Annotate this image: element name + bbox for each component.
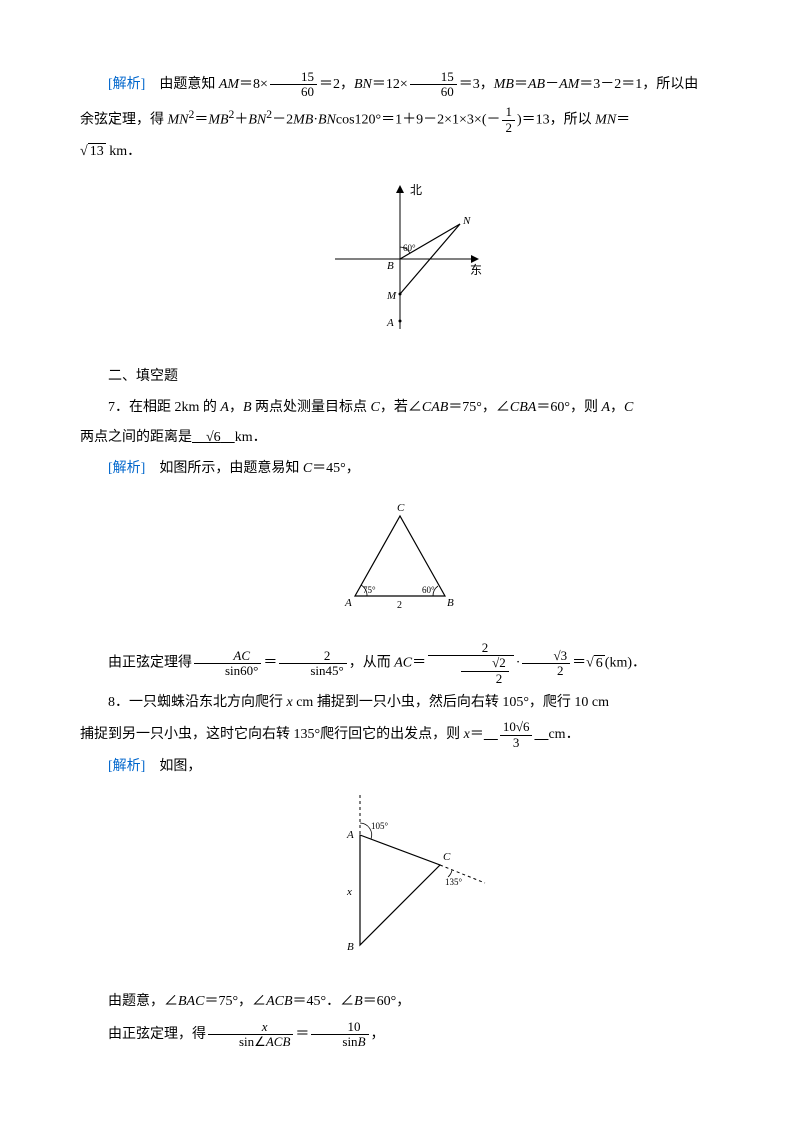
point-c: C bbox=[397, 502, 405, 514]
fraction: 1560 bbox=[268, 70, 319, 100]
fraction: √32 bbox=[520, 649, 572, 679]
sqrt-symbol: √ bbox=[80, 144, 88, 159]
q8-sine-law: 由正弦定理，得xsin∠ACB＝10sinB， bbox=[80, 1020, 720, 1050]
point-n: N bbox=[462, 215, 471, 227]
side-x: x bbox=[346, 886, 352, 898]
fraction: 1560 bbox=[408, 70, 459, 100]
solution-para-3: √13 km． bbox=[80, 139, 720, 166]
fraction: 2sin45° bbox=[277, 649, 348, 679]
north-label: 北 bbox=[410, 183, 422, 197]
sqrt-symbol: √ bbox=[586, 656, 594, 671]
point-a: A bbox=[386, 317, 394, 329]
question-7: 7．在相距 2km 的 A，B 两点处测量目标点 C，若∠CAB＝75°，∠CB… bbox=[80, 395, 720, 422]
fraction: 12 bbox=[500, 105, 517, 135]
angle-105: 105° bbox=[371, 821, 389, 831]
point-c: C bbox=[443, 851, 451, 863]
figure-triangle-abc: A B C 2 75° 60° bbox=[80, 496, 720, 627]
figure-compass: 北 东 B N M A 60° bbox=[80, 179, 720, 350]
fraction: ACsin60° bbox=[192, 649, 263, 679]
q7-analysis: [解析] 如图所示，由题意易知 C＝45°， bbox=[80, 456, 720, 483]
q8-angles: 由题意，∠BAC＝75°，∠ACB＝45°．∠B＝60°， bbox=[80, 989, 720, 1016]
point-b: B bbox=[447, 597, 454, 609]
angle-60: 60° bbox=[403, 243, 416, 253]
point-b: B bbox=[387, 260, 394, 272]
solution-para-1: [解析] 由题意知 AM＝8×1560＝2，BN＝12×1560＝3，MB＝AB… bbox=[80, 70, 720, 100]
point-a: A bbox=[346, 829, 354, 841]
q7-sine-law: 由正弦定理得ACsin60°＝2sin45°，从而 AC＝2√22·√32＝√6… bbox=[80, 641, 720, 686]
angle-60: 60° bbox=[422, 585, 435, 595]
point-m: M bbox=[386, 290, 397, 302]
answer-blank: 10√63 bbox=[484, 727, 549, 742]
q8-analysis: [解析] 如图， bbox=[80, 754, 720, 781]
point-a: A bbox=[344, 597, 352, 609]
figure-spider-path: A B C 105° 135° x bbox=[80, 795, 720, 976]
section-title: 二、填空题 bbox=[80, 364, 720, 391]
fraction: 10sinB bbox=[309, 1020, 370, 1050]
solution-para-2: 余弦定理，得 MN2＝MB2＋BN2－2MB·BNcos120°＝1＋9－2×1… bbox=[80, 104, 720, 135]
fraction: xsin∠ACB bbox=[206, 1020, 295, 1050]
question-7-line2: 两点之间的距离是 √6 km． bbox=[80, 425, 720, 452]
answer-blank: √6 bbox=[192, 430, 235, 445]
analysis-label: [解析] bbox=[108, 77, 145, 92]
east-label: 东 bbox=[470, 263, 482, 277]
angle-135: 135° bbox=[445, 877, 463, 887]
angle-75: 75° bbox=[363, 585, 376, 595]
fraction: 10√63 bbox=[498, 720, 535, 750]
fraction: 2√22 bbox=[426, 641, 516, 686]
question-8-line2: 捕捉到另一只小虫，这时它向右转 135°爬行回它的出发点，则 x＝ 10√63 … bbox=[80, 720, 720, 750]
point-b: B bbox=[347, 941, 354, 953]
base-length: 2 bbox=[397, 600, 402, 611]
question-8: 8．一只蜘蛛沿东北方向爬行 x cm 捕捉到一只小虫，然后向右转 105°，爬行… bbox=[80, 690, 720, 717]
